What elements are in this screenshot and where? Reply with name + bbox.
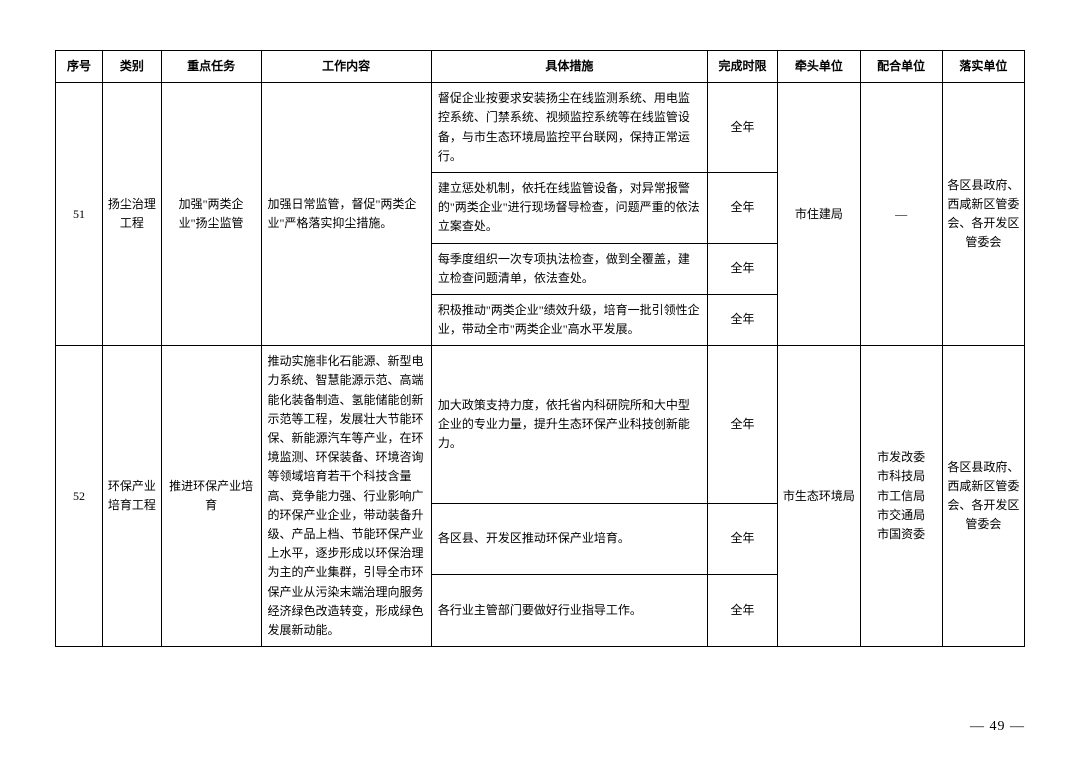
cell-category: 环保产业培育工程 (102, 346, 161, 647)
cell-deadline: 全年 (707, 243, 777, 294)
cell-lead: 市生态环境局 (778, 346, 860, 647)
cell-deadline: 全年 (707, 346, 777, 503)
cell-deadline: 全年 (707, 575, 777, 647)
cell-task: 加强"两类企业"扬尘监管 (161, 83, 261, 346)
header-deadline: 完成时限 (707, 51, 777, 83)
header-coop: 配合单位 (860, 51, 942, 83)
table-row: 51 扬尘治理工程 加强"两类企业"扬尘监管 加强日常监管，督促"两类企业"严格… (56, 83, 1025, 173)
cell-measure: 每季度组织一次专项执法检查，做到全覆盖，建立检查问题清单，依法查处。 (431, 243, 707, 294)
cell-content: 推动实施非化石能源、新型电力系统、智慧能源示范、高端能化装备制造、氢能储能创新示… (261, 346, 431, 647)
cell-impl: 各区县政府、西咸新区管委会、各开发区管委会 (942, 83, 1024, 346)
header-task: 重点任务 (161, 51, 261, 83)
cell-measure: 各行业主管部门要做好行业指导工作。 (431, 575, 707, 647)
cell-coop: — (860, 83, 942, 346)
main-table: 序号 类别 重点任务 工作内容 具体措施 完成时限 牵头单位 配合单位 落实单位… (55, 50, 1025, 647)
header-impl: 落实单位 (942, 51, 1024, 83)
header-content: 工作内容 (261, 51, 431, 83)
cell-deadline: 全年 (707, 172, 777, 243)
header-lead: 牵头单位 (778, 51, 860, 83)
cell-task: 推进环保产业培育 (161, 346, 261, 647)
cell-impl: 各区县政府、西咸新区管委会、各开发区管委会 (942, 346, 1024, 647)
page-number: — 49 — (970, 719, 1025, 735)
header-seq: 序号 (56, 51, 103, 83)
cell-category: 扬尘治理工程 (102, 83, 161, 346)
cell-seq: 52 (56, 346, 103, 647)
cell-measure: 建立惩处机制，依托在线监管设备，对异常报警的"两类企业"进行现场督导检查，问题严… (431, 172, 707, 243)
table-header-row: 序号 类别 重点任务 工作内容 具体措施 完成时限 牵头单位 配合单位 落实单位 (56, 51, 1025, 83)
cell-coop: 市发改委 市科技局 市工信局 市交通局 市国资委 (860, 346, 942, 647)
header-category: 类别 (102, 51, 161, 83)
table-row: 52 环保产业培育工程 推进环保产业培育 推动实施非化石能源、新型电力系统、智慧… (56, 346, 1025, 503)
cell-content: 加强日常监管，督促"两类企业"严格落实抑尘措施。 (261, 83, 431, 346)
cell-measure: 积极推动"两类企业"绩效升级，培育一批引领性企业，带动全市"两类企业"高水平发展… (431, 294, 707, 345)
cell-measure: 督促企业按要求安装扬尘在线监测系统、用电监控系统、门禁系统、视频监控系统等在线监… (431, 83, 707, 173)
cell-measure: 各区县、开发区推动环保产业培育。 (431, 503, 707, 575)
cell-seq: 51 (56, 83, 103, 346)
header-measure: 具体措施 (431, 51, 707, 83)
cell-lead: 市住建局 (778, 83, 860, 346)
cell-deadline: 全年 (707, 294, 777, 345)
cell-deadline: 全年 (707, 503, 777, 575)
cell-deadline: 全年 (707, 83, 777, 173)
cell-measure: 加大政策支持力度，依托省内科研院所和大中型企业的专业力量，提升生态环保产业科技创… (431, 346, 707, 503)
